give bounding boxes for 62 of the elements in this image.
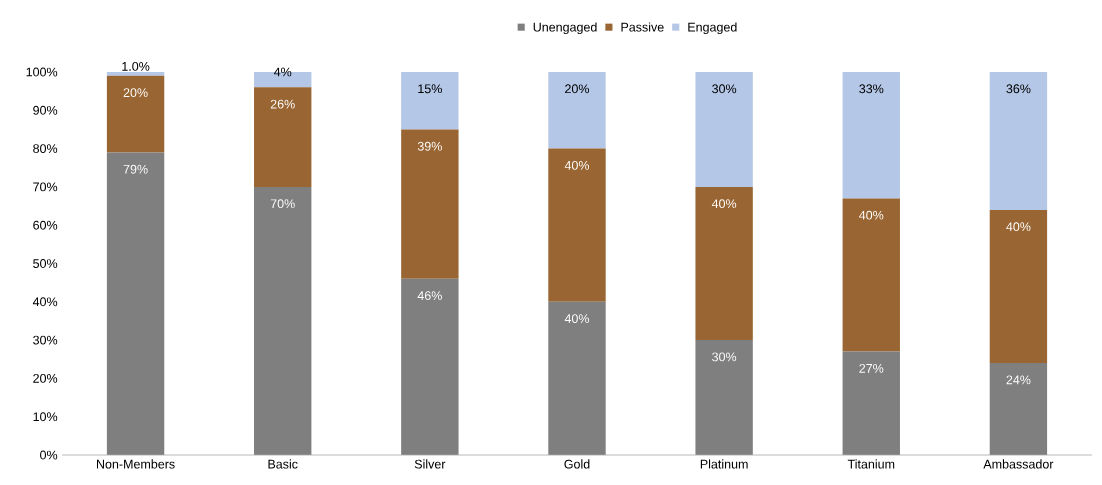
bar bbox=[548, 72, 606, 149]
bar bbox=[106, 72, 165, 76]
y-tick-label: 10% bbox=[33, 412, 58, 422]
bar bbox=[401, 278, 459, 455]
bar bbox=[989, 209, 1048, 364]
data-label: 26% bbox=[270, 99, 295, 109]
data-label: 40% bbox=[564, 160, 590, 170]
x-tick-label: Silver bbox=[414, 459, 446, 469]
data-label: 40% bbox=[711, 199, 737, 209]
y-tick-label: 60% bbox=[33, 220, 58, 230]
data-label: 46% bbox=[417, 291, 442, 301]
y-tick-label: 20% bbox=[33, 373, 58, 383]
bar bbox=[989, 72, 1048, 210]
data-label: 40% bbox=[1006, 222, 1031, 232]
data-label: 39% bbox=[417, 141, 442, 151]
data-label: 1.0% bbox=[122, 61, 150, 71]
x-tick-label: Ambassador bbox=[983, 459, 1054, 469]
y-tick-label: 100% bbox=[26, 67, 58, 77]
data-label: 36% bbox=[1006, 84, 1031, 94]
bar bbox=[695, 72, 753, 187]
y-tick-label: 40% bbox=[32, 297, 58, 307]
y-tick-label: 90% bbox=[33, 105, 58, 115]
x-tick-label: Titanium bbox=[847, 459, 895, 469]
data-label: 70% bbox=[270, 199, 295, 209]
bar bbox=[548, 301, 606, 455]
bar bbox=[842, 351, 900, 455]
data-label: 20% bbox=[123, 88, 148, 98]
bar bbox=[254, 87, 312, 187]
legend-label: Passive bbox=[621, 22, 664, 32]
data-label: 40% bbox=[564, 314, 590, 324]
legend-label: Engaged bbox=[688, 22, 737, 35]
bar bbox=[842, 72, 900, 199]
data-label: 33% bbox=[859, 84, 884, 94]
bar bbox=[695, 340, 753, 455]
y-tick-label: 80% bbox=[33, 144, 58, 154]
y-tick-label: 50% bbox=[33, 259, 58, 268]
bar bbox=[989, 363, 1048, 455]
data-label: 79% bbox=[123, 164, 148, 174]
y-tick-label: 30% bbox=[33, 335, 58, 345]
bar bbox=[401, 129, 459, 279]
x-tick-label: Basic bbox=[268, 459, 298, 469]
bar bbox=[254, 186, 312, 455]
bar bbox=[106, 75, 165, 153]
data-label: 30% bbox=[712, 84, 737, 94]
bar bbox=[401, 72, 459, 130]
bar bbox=[842, 198, 900, 352]
y-tick-label: 70% bbox=[33, 182, 58, 192]
legend-label: Unengaged bbox=[533, 22, 597, 35]
bar bbox=[548, 148, 606, 302]
bar bbox=[106, 152, 165, 455]
bar bbox=[695, 186, 753, 341]
data-label: 4% bbox=[273, 67, 292, 77]
data-label: 20% bbox=[565, 84, 590, 94]
x-tick-label: Platinum bbox=[700, 459, 748, 469]
x-tick-label: Gold bbox=[564, 459, 590, 469]
data-label: 40% bbox=[859, 210, 884, 220]
data-label: 30% bbox=[712, 352, 737, 362]
data-label: 27% bbox=[859, 363, 884, 373]
data-label: 15% bbox=[418, 84, 442, 94]
x-tick-label: Non-Members bbox=[97, 459, 175, 469]
data-label: 24% bbox=[1006, 375, 1031, 385]
y-tick-label: 0% bbox=[40, 450, 58, 460]
